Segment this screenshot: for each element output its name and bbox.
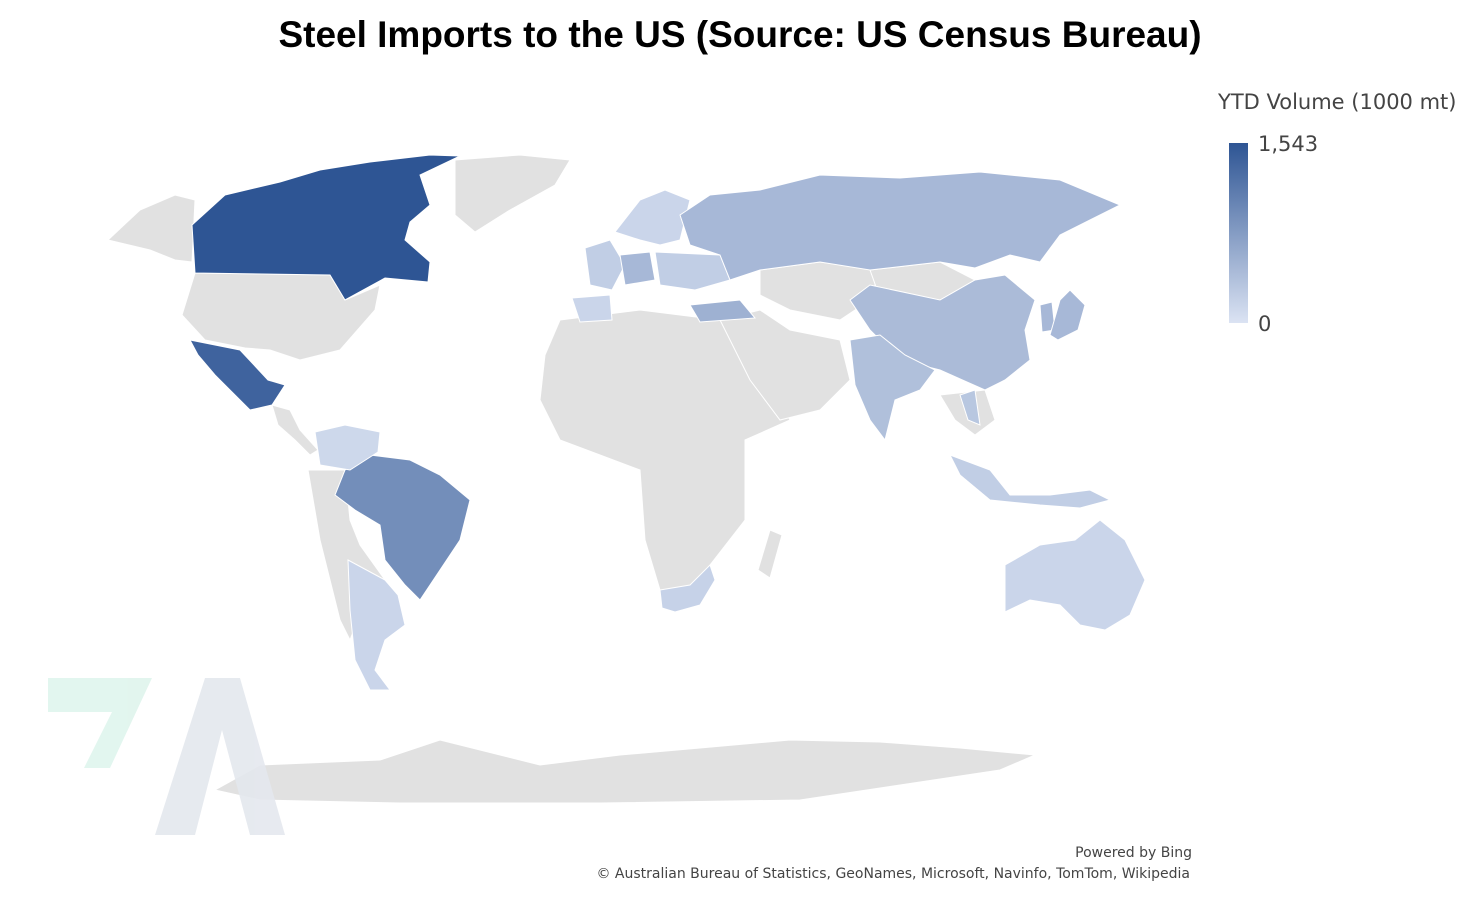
- legend-min-label: 0: [1258, 312, 1272, 336]
- country-canada: [191, 154, 461, 301]
- watermark-logo-icon: [48, 678, 285, 835]
- country-argentina: [347, 559, 406, 691]
- madagascar: [757, 529, 783, 579]
- country-eastern-europe: [654, 251, 731, 291]
- country-russia: [679, 171, 1122, 281]
- country-brazil: [334, 454, 471, 601]
- country-japan: [1049, 289, 1086, 341]
- legend-max-label: 1,543: [1258, 132, 1319, 156]
- country-iberia: [571, 294, 613, 323]
- map-title: Steel Imports to the US (Source: US Cens…: [278, 14, 1202, 55]
- country-indonesia: [948, 454, 1112, 509]
- antarctica: [213, 739, 1036, 804]
- country-germany: [619, 251, 656, 286]
- copyright-credit: © Australian Bureau of Statistics, GeoNa…: [596, 866, 1190, 882]
- data-countries: [189, 154, 1146, 691]
- middle-east: [719, 309, 851, 421]
- country-vietnam: [959, 389, 981, 426]
- country-india: [849, 334, 936, 442]
- legend-title: YTD Volume (1000 mt): [1218, 90, 1457, 114]
- central-america: [271, 404, 319, 456]
- country-western-europe: [584, 239, 626, 291]
- legend-color-scale: [1229, 143, 1248, 323]
- country-turkey: [689, 299, 757, 323]
- country-mexico: [189, 339, 286, 411]
- powered-by-credit: Powered by Bing: [1075, 845, 1192, 861]
- country-south-africa: [659, 564, 716, 613]
- greenland: [454, 154, 571, 233]
- alaska: [106, 194, 196, 263]
- country-colombia-venezuela: [314, 424, 381, 471]
- country-nordics: [614, 189, 691, 246]
- country-australia: [1004, 519, 1146, 631]
